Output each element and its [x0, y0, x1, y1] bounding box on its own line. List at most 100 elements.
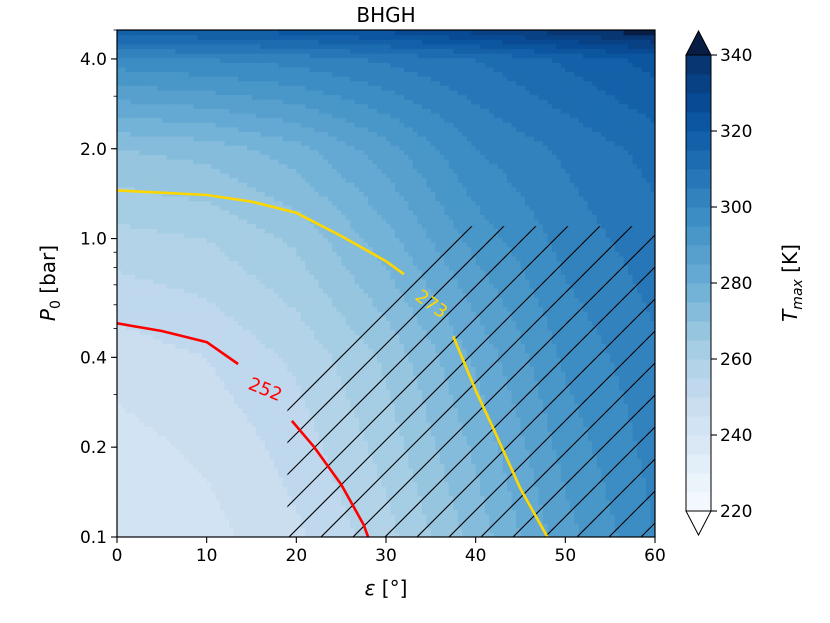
heatmap-cell: [206, 223, 212, 229]
heatmap-cell: [166, 523, 172, 529]
heatmap-cell: [238, 444, 244, 451]
heatmap-cell: [300, 145, 306, 151]
heatmap-cell: [139, 398, 145, 404]
heatmap-cell: [148, 209, 154, 215]
heatmap-cell: [139, 237, 145, 243]
heatmap-cell: [134, 380, 141, 386]
heatmap-cell: [255, 265, 262, 271]
heatmap-cell: [224, 136, 230, 142]
heatmap-cell: [224, 269, 230, 275]
heatmap-cell: [309, 435, 315, 441]
heatmap-cell: [305, 371, 311, 377]
heatmap-cell: [166, 463, 172, 469]
heatmap-cell: [269, 366, 275, 372]
heatmap-cell: [314, 205, 320, 211]
heatmap-cell: [166, 62, 172, 68]
heatmap-cell: [152, 329, 158, 335]
heatmap-cell: [157, 108, 163, 114]
heatmap-cell: [161, 278, 167, 285]
heatmap-cell: [229, 384, 235, 391]
heatmap-cell: [260, 103, 266, 109]
heatmap-cell: [139, 218, 145, 225]
heatmap-cell: [318, 380, 324, 386]
heatmap-cell: [206, 122, 212, 128]
heatmap-cell: [170, 39, 176, 45]
heatmap-cell: [260, 306, 266, 312]
heatmap-cell: [273, 103, 279, 109]
heatmap-cell: [193, 251, 199, 257]
heatmap-cell: [117, 200, 123, 206]
heatmap-cell: [157, 352, 163, 358]
heatmap-cell: [125, 200, 132, 206]
heatmap-cell: [255, 407, 262, 414]
heatmap-cell: [193, 366, 199, 372]
heatmap-cell: [278, 39, 284, 45]
heatmap-cell: [233, 458, 239, 464]
heatmap-cell: [125, 440, 132, 446]
heatmap-cell: [255, 269, 262, 275]
heatmap-cell: [238, 99, 244, 105]
heatmap-cell: [125, 486, 132, 492]
heatmap-cell: [318, 518, 324, 524]
heatmap-cell: [170, 458, 176, 464]
heatmap-cell: [139, 504, 145, 510]
heatmap-cell: [170, 509, 176, 515]
heatmap-cell: [125, 375, 132, 381]
heatmap-cell: [134, 145, 141, 151]
heatmap-cell: [193, 43, 199, 50]
heatmap-cell: [238, 214, 244, 220]
heatmap-cell: [238, 384, 244, 391]
heatmap-cell: [170, 182, 176, 188]
heatmap-cell: [166, 154, 172, 160]
heatmap-cell: [161, 523, 167, 529]
heatmap-cell: [175, 136, 181, 142]
heatmap-cell: [291, 366, 297, 372]
heatmap-cell: [260, 246, 266, 252]
heatmap-cell: [300, 357, 306, 363]
heatmap-cell: [202, 251, 208, 257]
heatmap-cell: [206, 334, 212, 340]
heatmap-cell: [121, 71, 127, 77]
heatmap-cell: [197, 71, 203, 77]
heatmap-cell: [305, 283, 311, 289]
heatmap-cell: [300, 301, 306, 308]
heatmap-cell: [220, 232, 226, 239]
heatmap-cell: [117, 481, 123, 487]
heatmap-cell: [184, 338, 190, 345]
heatmap-cell: [193, 232, 199, 239]
heatmap-cell: [175, 389, 181, 395]
heatmap-cell: [157, 182, 163, 188]
heatmap-cell: [202, 269, 208, 275]
heatmap-cell: [251, 384, 257, 391]
heatmap-cell: [278, 71, 284, 77]
heatmap-cell: [125, 186, 132, 192]
heatmap-cell: [117, 232, 123, 239]
heatmap-cell: [206, 477, 212, 483]
heatmap-cell: [296, 523, 302, 529]
heatmap-cell: [157, 338, 163, 345]
heatmap-cell: [161, 126, 167, 132]
heatmap-cell: [309, 182, 315, 188]
heatmap-cell: [206, 242, 212, 248]
heatmap-cell: [143, 338, 149, 345]
heatmap-cell: [229, 301, 235, 308]
heatmap-cell: [305, 490, 311, 497]
heatmap-cell: [197, 159, 203, 165]
heatmap-cell: [260, 371, 266, 377]
heatmap-cell: [229, 209, 235, 215]
heatmap-cell: [184, 159, 190, 165]
heatmap-cell: [148, 159, 154, 165]
heatmap-cell: [242, 509, 248, 515]
heatmap-cell: [296, 136, 302, 142]
heatmap-cell: [188, 389, 194, 395]
heatmap-cell: [175, 523, 181, 529]
heatmap-cell: [152, 426, 158, 432]
heatmap-cell: [273, 39, 279, 45]
heatmap-cell: [255, 403, 262, 409]
heatmap-cell: [139, 297, 145, 303]
heatmap-cell: [211, 458, 217, 464]
heatmap-cell: [125, 232, 132, 239]
heatmap-cell: [206, 329, 212, 335]
heatmap-cell: [269, 251, 275, 257]
heatmap-cell: [251, 357, 257, 363]
